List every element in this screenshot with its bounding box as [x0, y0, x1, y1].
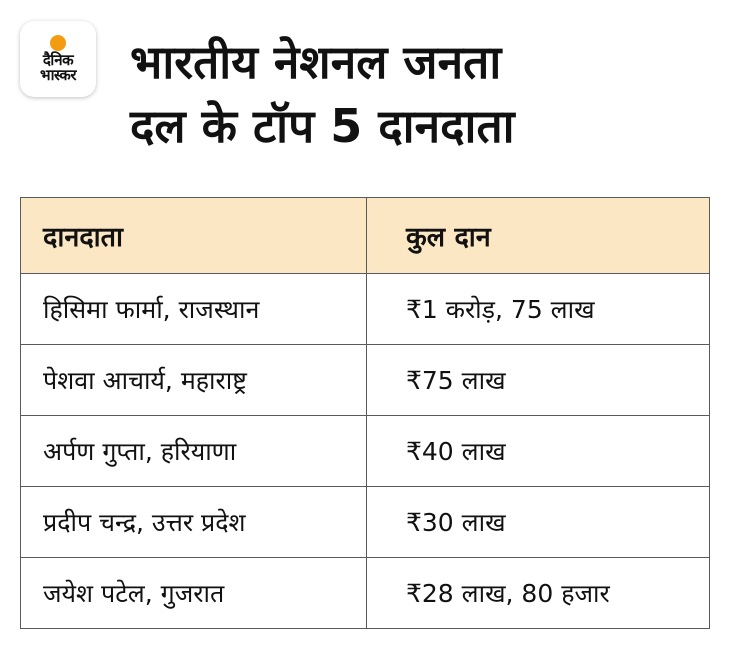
- table-row: प्रदीप चन्द्र, उत्तर प्रदेश ₹30 लाख: [20, 486, 710, 558]
- donor-cell: जयेश पटेल, गुजरात: [20, 557, 367, 629]
- brand-logo: दैनिक भास्कर: [20, 21, 96, 97]
- donor-cell: अर्पण गुप्ता, हरियाणा: [20, 415, 367, 487]
- page-title-line2: दल के टॉप 5 दानदाता: [130, 99, 515, 153]
- amount-cell: ₹30 लाख: [366, 486, 710, 558]
- sun-icon: [50, 35, 66, 51]
- table-row: अर्पण गुप्ता, हरियाणा ₹40 लाख: [20, 415, 710, 487]
- table-header-row: दानदाता कुल दान: [20, 197, 710, 274]
- table-row: पेशवा आचार्य, महाराष्ट्र ₹75 लाख: [20, 344, 710, 416]
- donor-cell: हिसिमा फार्मा, राजस्थान: [20, 273, 367, 345]
- amount-cell: ₹40 लाख: [366, 415, 710, 487]
- amount-cell: ₹28 लाख, 80 हजार: [366, 557, 710, 629]
- table-row: जयेश पटेल, गुजरात ₹28 लाख, 80 हजार: [20, 557, 710, 629]
- amount-cell: ₹1 करोड़, 75 लाख: [366, 273, 710, 345]
- column-header-total-donation: कुल दान: [366, 197, 710, 274]
- donors-table: दानदाता कुल दान हिसिमा फार्मा, राजस्थान …: [20, 197, 710, 629]
- table-row: हिसिमा फार्मा, राजस्थान ₹1 करोड़, 75 लाख: [20, 273, 710, 345]
- page-title-line1: भारतीय नेशनल जनता: [130, 35, 502, 89]
- page-title: भारतीय नेशनल जनता दल के टॉप 5 दानदाता: [130, 30, 710, 158]
- donor-cell: पेशवा आचार्य, महाराष्ट्र: [20, 344, 367, 416]
- amount-cell: ₹75 लाख: [366, 344, 710, 416]
- brand-name-line1: दैनिक: [42, 51, 74, 69]
- column-header-donor: दानदाता: [20, 197, 367, 274]
- brand-name-line2: भास्कर: [40, 66, 76, 84]
- donor-cell: प्रदीप चन्द्र, उत्तर प्रदेश: [20, 486, 367, 558]
